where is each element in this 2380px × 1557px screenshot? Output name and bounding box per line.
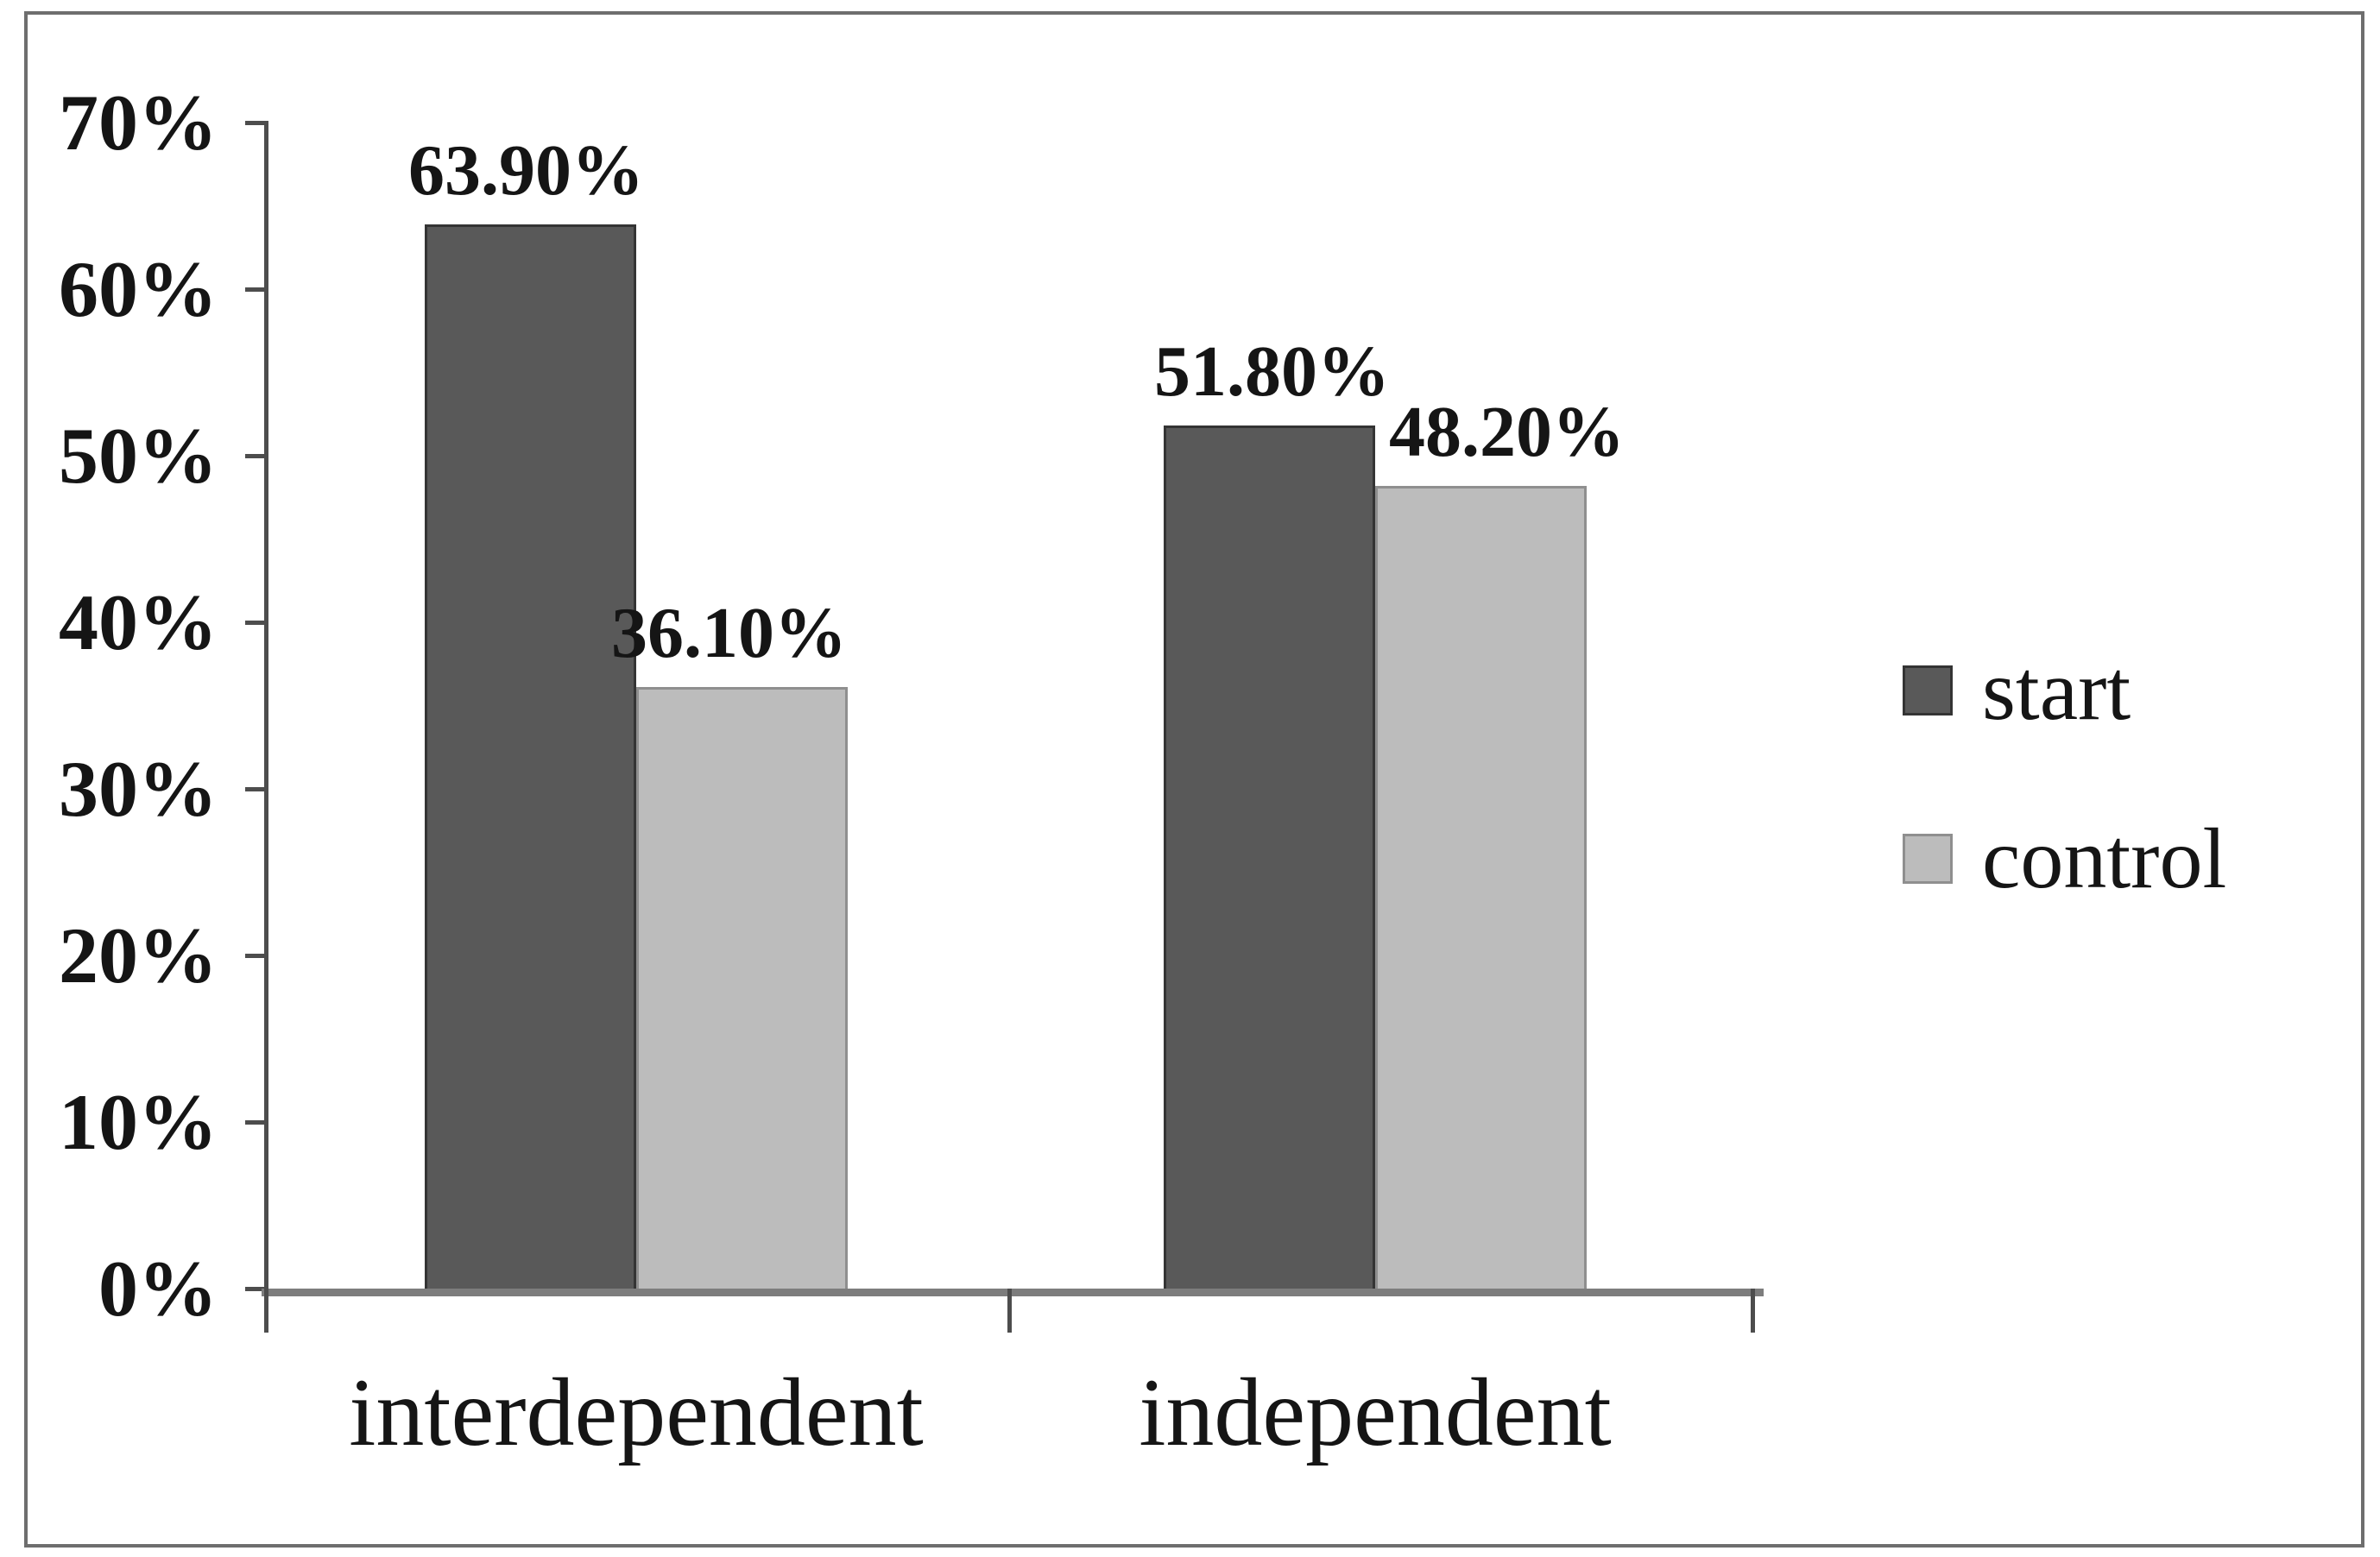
data-label-control-interdependent: 36.10% [611,593,847,674]
bar-start-independent [1164,425,1375,1289]
legend-item-control: control [1903,811,2226,906]
data-label-start-interdependent: 63.90% [408,129,644,211]
legend-swatch-control [1903,834,1953,884]
y-tick-label: 50% [59,412,218,500]
x-tick-mark [264,1289,268,1333]
legend-item-start: start [1903,643,2131,738]
y-tick-label: 60% [59,245,218,333]
y-tick-mark [245,954,264,958]
bar-start-interdependent [425,224,636,1289]
data-label-start-independent: 51.80% [1154,331,1390,413]
y-tick-mark [245,1120,264,1125]
y-tick-label: 20% [59,911,218,999]
y-tick-mark [245,121,264,125]
legend-swatch-start [1903,665,1953,715]
x-tick-mark [1751,1289,1755,1333]
legend-label-start: start [1982,642,2131,738]
bar-control-interdependent [636,687,848,1289]
y-tick-label: 70% [59,79,218,167]
y-tick-label: 40% [59,578,218,666]
category-label-interdependent: interdependent [349,1359,924,1466]
legend-label-control: control [1982,810,2227,906]
category-label-independent: independent [1139,1359,1612,1466]
bar-control-independent [1375,485,1587,1289]
y-tick-mark [245,1287,264,1291]
y-axis-line [264,121,268,1296]
x-tick-mark [1007,1289,1012,1333]
y-tick-label: 30% [59,745,218,833]
data-label-control-independent: 48.20% [1389,391,1625,472]
y-tick-label: 0% [98,1245,218,1333]
y-tick-label: 10% [59,1078,218,1166]
y-tick-mark [245,787,264,791]
x-axis-line [262,1289,1764,1296]
y-tick-mark [245,454,264,458]
y-tick-mark [245,287,264,292]
y-tick-mark [245,621,264,625]
